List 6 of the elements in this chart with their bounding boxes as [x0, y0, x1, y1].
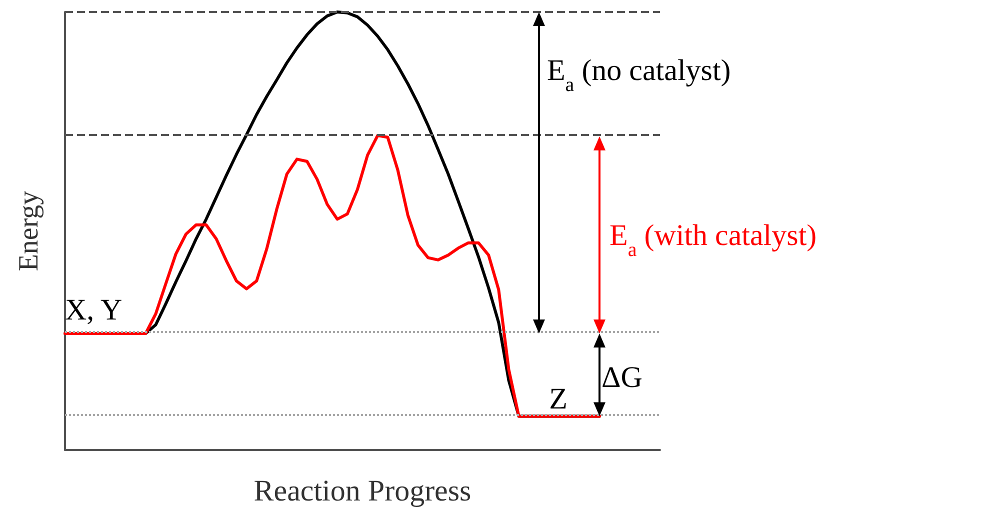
- y-axis-title: Energy: [14, 190, 44, 272]
- annotation: E$_{a}$ (no catalyst): [546, 54, 731, 96]
- x-axis-title: Reaction Progress: [254, 474, 472, 508]
- annotation: ΔG: [601, 360, 642, 394]
- annotation: E$_{a}$ (with catalyst): [609, 218, 817, 261]
- annotation: Z: [549, 382, 568, 416]
